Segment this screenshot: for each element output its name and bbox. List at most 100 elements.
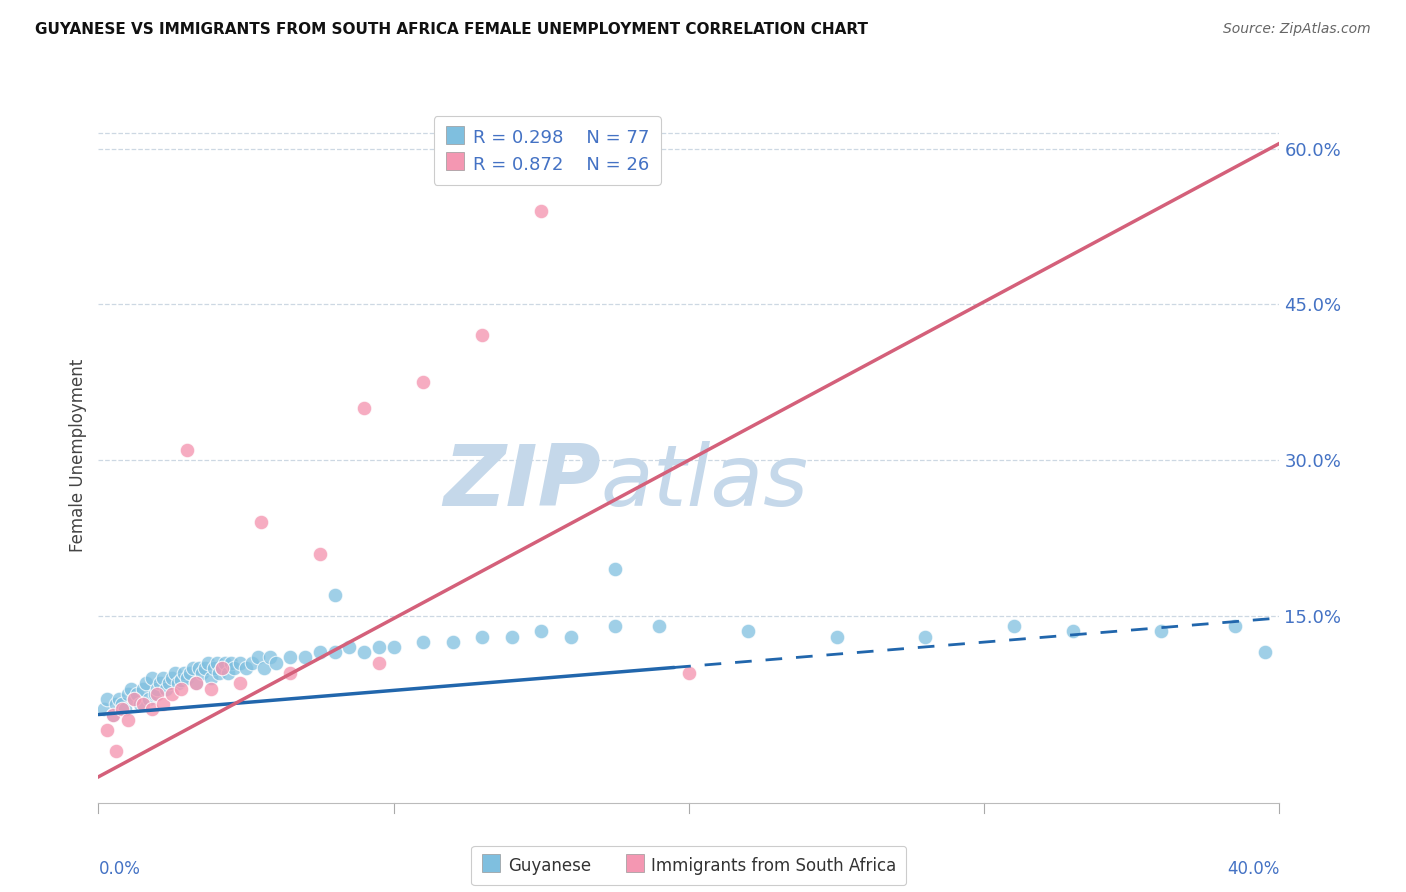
Point: [181, 661, 204, 675]
Point: [194, 661, 217, 675]
Point: [471, 328, 494, 343]
Point: [648, 619, 671, 633]
Point: [132, 681, 155, 696]
Point: [167, 676, 190, 690]
Point: [152, 697, 174, 711]
Point: [323, 645, 346, 659]
Point: [152, 671, 174, 685]
Point: [560, 630, 582, 644]
Point: [93, 702, 115, 716]
Point: [202, 661, 225, 675]
Point: [211, 661, 233, 675]
Point: [191, 665, 214, 680]
Point: [240, 656, 263, 670]
Point: [170, 681, 193, 696]
Y-axis label: Female Unemployment: Female Unemployment: [69, 359, 87, 551]
Point: [111, 697, 134, 711]
Point: [205, 656, 228, 670]
Point: [143, 687, 166, 701]
Point: [229, 676, 252, 690]
Point: [187, 661, 209, 675]
Point: [217, 665, 239, 680]
Point: [678, 665, 700, 680]
Text: Source: ZipAtlas.com: Source: ZipAtlas.com: [1223, 22, 1371, 37]
Point: [162, 671, 183, 685]
Point: [1223, 619, 1246, 633]
Text: GUYANESE VS IMMIGRANTS FROM SOUTH AFRICA FEMALE UNEMPLOYMENT CORRELATION CHART: GUYANESE VS IMMIGRANTS FROM SOUTH AFRICA…: [35, 22, 868, 37]
Point: [208, 665, 231, 680]
Point: [530, 624, 553, 639]
Point: [105, 744, 128, 758]
Point: [141, 671, 163, 685]
Point: [1002, 619, 1025, 633]
Point: [264, 656, 287, 670]
Point: [146, 681, 169, 696]
Point: [105, 697, 128, 711]
Text: atlas: atlas: [600, 442, 808, 524]
Point: [278, 650, 302, 665]
Point: [176, 671, 198, 685]
Point: [184, 676, 207, 690]
Point: [170, 673, 193, 688]
Point: [122, 692, 145, 706]
Point: [125, 687, 148, 701]
Text: 40.0%: 40.0%: [1227, 860, 1279, 878]
Point: [200, 671, 222, 685]
Point: [114, 702, 136, 716]
Point: [146, 687, 169, 701]
Point: [211, 661, 233, 675]
Point: [471, 630, 494, 644]
Point: [825, 630, 848, 644]
Point: [96, 723, 118, 738]
Point: [229, 656, 252, 670]
Point: [122, 692, 145, 706]
Point: [103, 707, 125, 722]
Point: [214, 656, 236, 670]
Point: [353, 645, 375, 659]
Point: [128, 697, 150, 711]
Point: [96, 692, 118, 706]
Point: [141, 702, 163, 716]
Text: 0.0%: 0.0%: [98, 860, 141, 878]
Point: [149, 676, 172, 690]
Point: [737, 624, 759, 639]
Point: [162, 687, 183, 701]
Point: [246, 650, 269, 665]
Point: [132, 697, 155, 711]
Point: [120, 681, 142, 696]
Text: ZIP: ZIP: [443, 442, 600, 524]
Point: [157, 676, 180, 690]
Legend: Guyanese, Immigrants from South Africa: Guyanese, Immigrants from South Africa: [471, 846, 907, 885]
Point: [117, 687, 139, 701]
Point: [1254, 645, 1277, 659]
Point: [184, 676, 207, 690]
Point: [165, 665, 187, 680]
Point: [259, 650, 281, 665]
Point: [605, 562, 627, 576]
Point: [309, 645, 332, 659]
Point: [294, 650, 316, 665]
Point: [530, 203, 553, 218]
Point: [914, 630, 936, 644]
Point: [224, 661, 246, 675]
Point: [197, 656, 219, 670]
Point: [412, 635, 434, 649]
Point: [309, 547, 332, 561]
Point: [339, 640, 360, 654]
Point: [135, 676, 157, 690]
Point: [155, 681, 177, 696]
Point: [1150, 624, 1173, 639]
Point: [200, 681, 222, 696]
Point: [323, 588, 346, 602]
Point: [368, 640, 391, 654]
Point: [501, 630, 523, 644]
Point: [117, 713, 139, 727]
Point: [605, 619, 627, 633]
Point: [278, 665, 302, 680]
Point: [103, 707, 125, 722]
Point: [111, 702, 134, 716]
Point: [219, 656, 242, 670]
Point: [253, 661, 276, 675]
Point: [235, 661, 257, 675]
Point: [176, 442, 198, 457]
